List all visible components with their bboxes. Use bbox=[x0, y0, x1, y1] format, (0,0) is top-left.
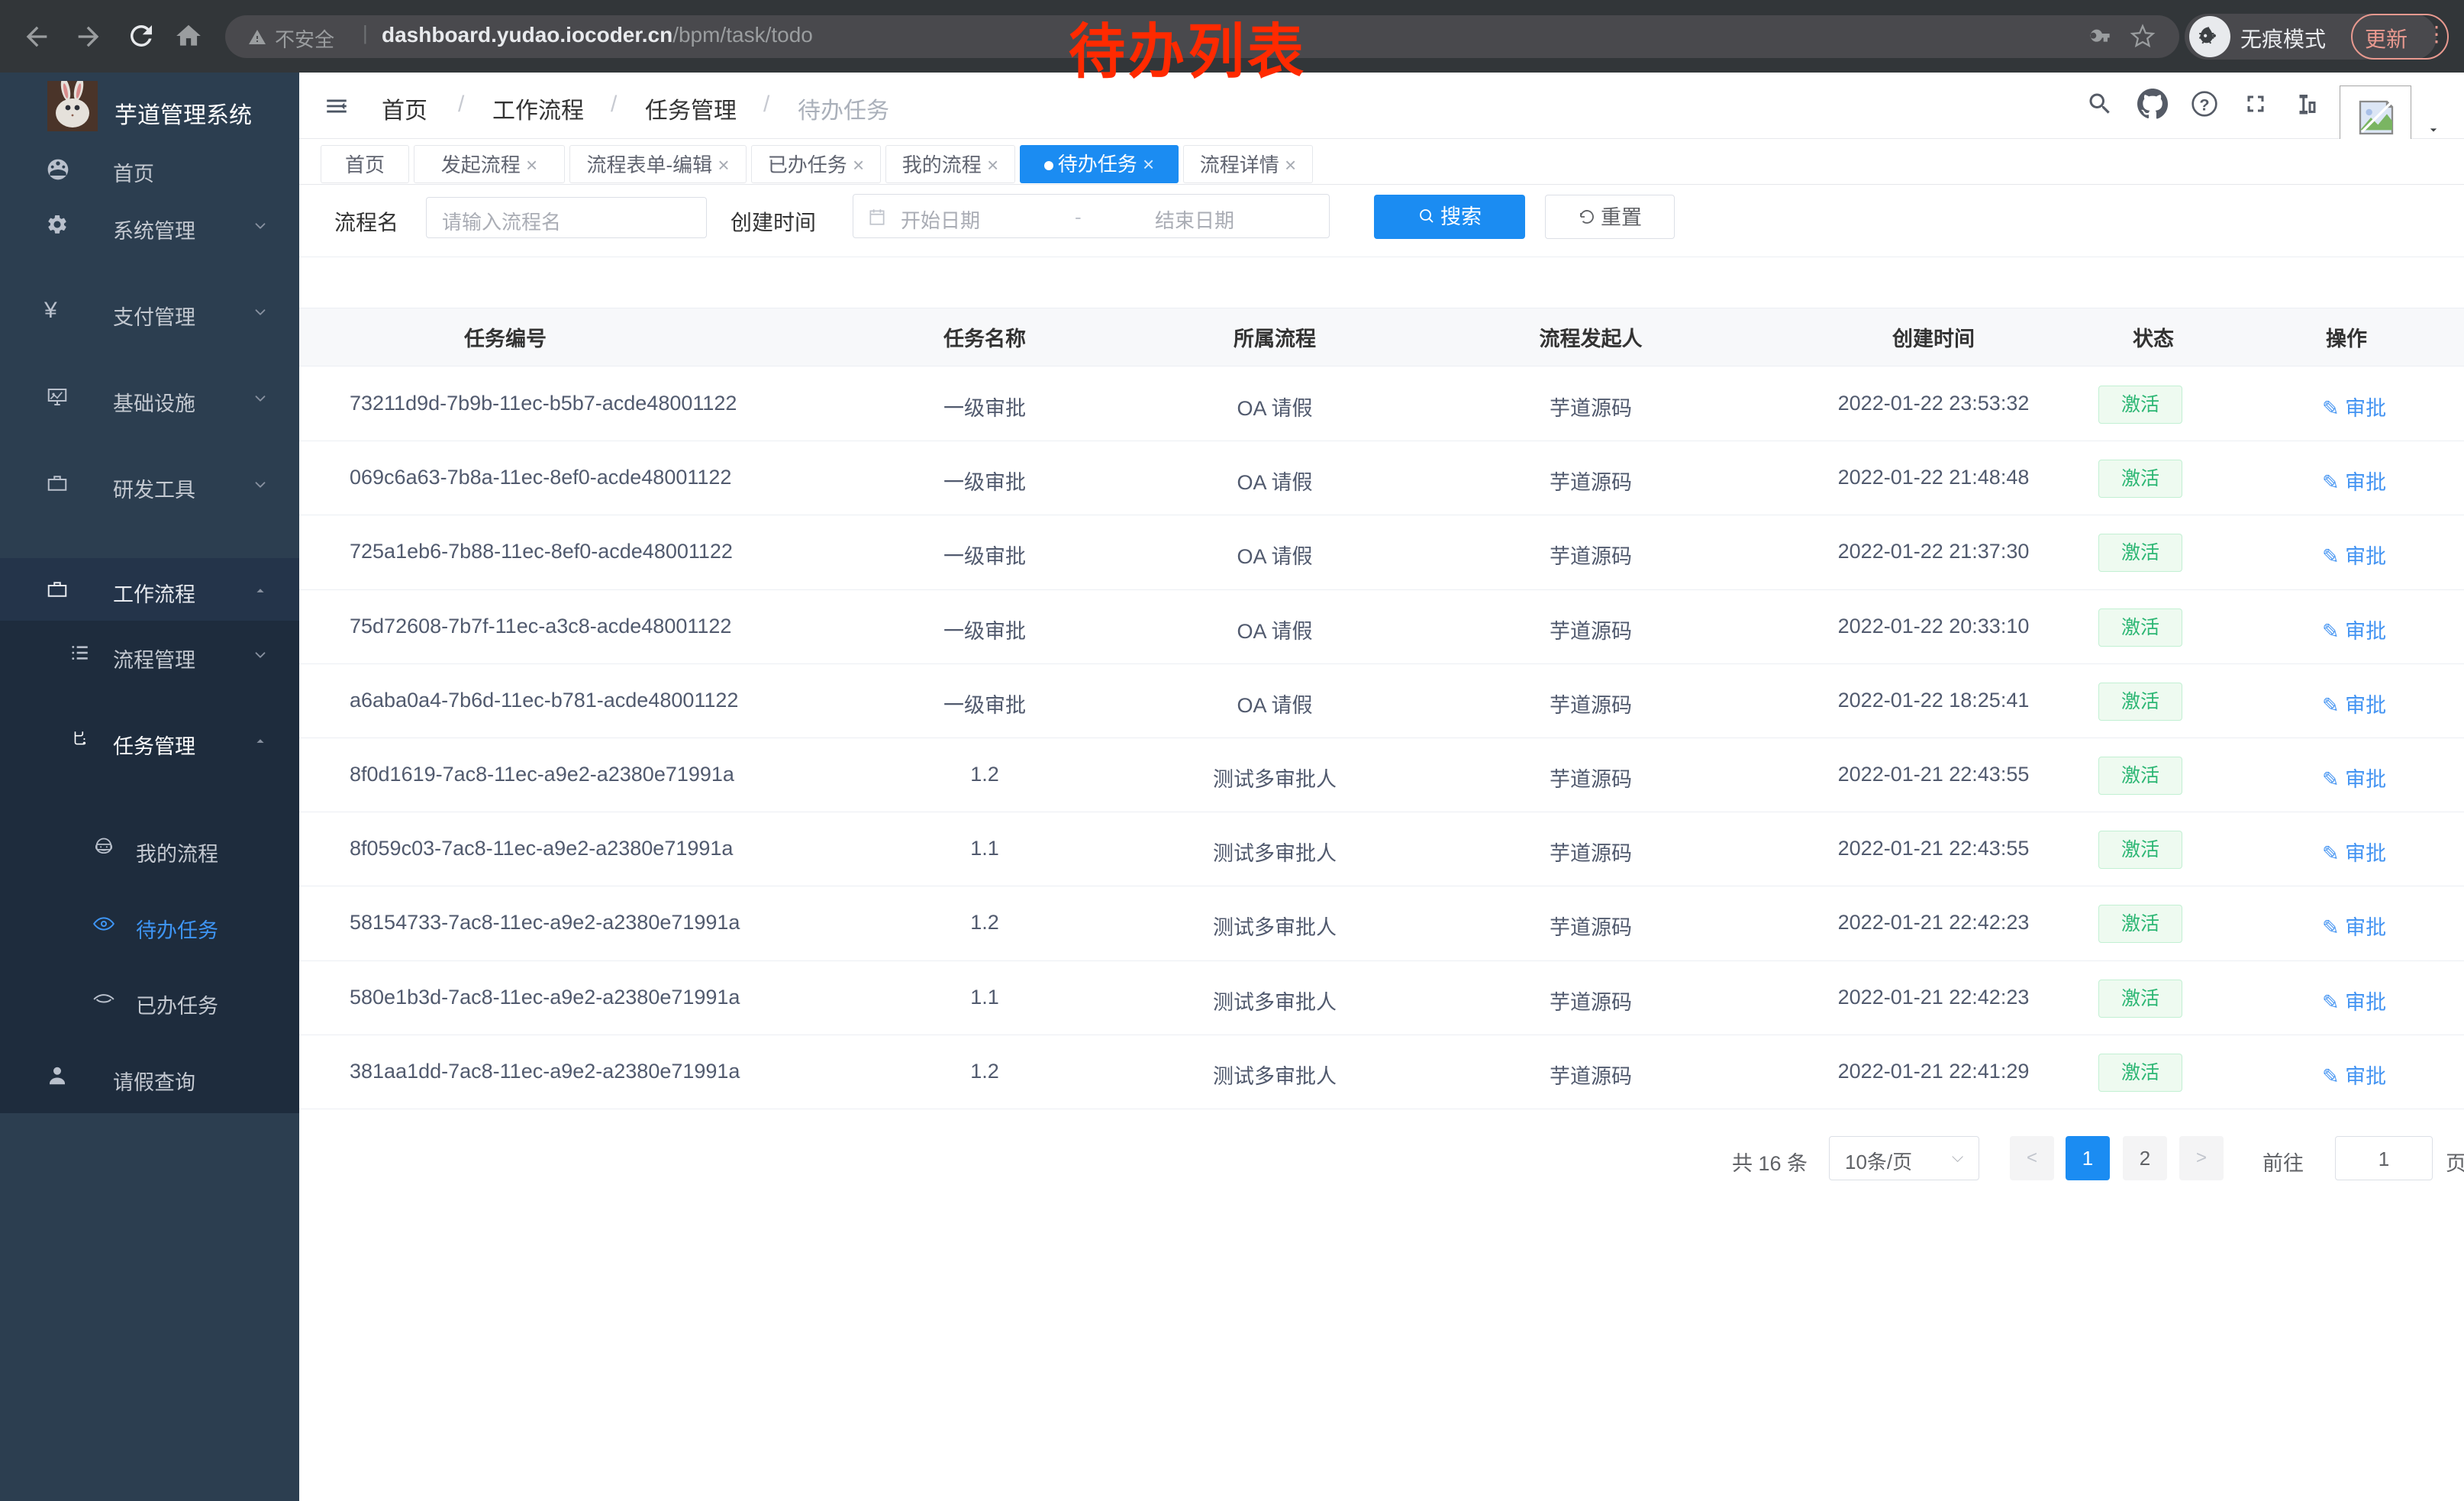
svg-text:?: ? bbox=[2199, 95, 2209, 114]
